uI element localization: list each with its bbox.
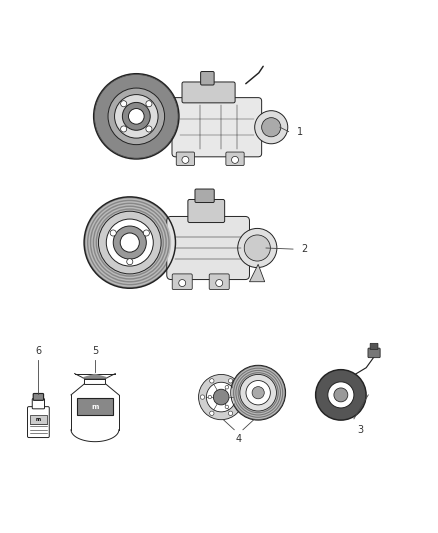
Circle shape [120, 233, 139, 252]
Circle shape [102, 82, 171, 151]
Circle shape [252, 386, 264, 399]
Circle shape [235, 370, 281, 416]
Circle shape [334, 388, 348, 402]
FancyBboxPatch shape [28, 407, 49, 438]
Circle shape [225, 405, 229, 409]
FancyBboxPatch shape [209, 274, 229, 289]
Circle shape [200, 395, 205, 399]
Circle shape [106, 219, 153, 266]
FancyBboxPatch shape [33, 393, 43, 400]
Circle shape [87, 200, 173, 285]
Circle shape [98, 78, 175, 155]
Circle shape [246, 381, 270, 405]
Circle shape [198, 375, 244, 419]
Circle shape [96, 76, 177, 156]
FancyBboxPatch shape [85, 378, 106, 384]
Polygon shape [71, 384, 119, 430]
Circle shape [231, 365, 286, 420]
Text: 2: 2 [302, 244, 308, 254]
Circle shape [90, 203, 170, 282]
Text: m: m [91, 404, 99, 410]
Circle shape [105, 85, 168, 148]
Circle shape [238, 395, 242, 399]
FancyBboxPatch shape [172, 98, 261, 157]
Text: 4: 4 [236, 434, 242, 444]
Circle shape [115, 94, 158, 138]
FancyBboxPatch shape [78, 398, 113, 415]
Circle shape [100, 80, 173, 153]
Polygon shape [71, 430, 119, 442]
Circle shape [233, 368, 283, 418]
Polygon shape [83, 375, 107, 378]
Circle shape [328, 382, 354, 408]
Circle shape [95, 75, 178, 158]
FancyBboxPatch shape [370, 343, 378, 350]
Text: 3: 3 [357, 425, 364, 435]
Circle shape [208, 395, 212, 399]
Circle shape [261, 118, 281, 137]
Circle shape [95, 208, 164, 277]
Circle shape [85, 198, 174, 287]
Circle shape [225, 385, 229, 389]
Circle shape [244, 235, 270, 261]
Circle shape [210, 378, 214, 383]
Circle shape [103, 83, 170, 149]
Circle shape [179, 279, 186, 287]
Polygon shape [250, 264, 265, 282]
FancyBboxPatch shape [32, 399, 45, 409]
Circle shape [237, 371, 280, 415]
Circle shape [210, 411, 214, 415]
Circle shape [122, 102, 150, 130]
Circle shape [228, 411, 233, 415]
Circle shape [232, 367, 284, 419]
FancyBboxPatch shape [368, 348, 380, 358]
FancyBboxPatch shape [176, 152, 194, 166]
FancyBboxPatch shape [201, 71, 214, 85]
Circle shape [206, 382, 236, 412]
Text: 6: 6 [35, 346, 42, 356]
Circle shape [110, 230, 116, 236]
Circle shape [127, 259, 133, 265]
Circle shape [254, 111, 288, 144]
Circle shape [99, 211, 161, 274]
Circle shape [88, 201, 171, 284]
Text: 1: 1 [297, 126, 304, 136]
Circle shape [146, 101, 152, 107]
Circle shape [120, 101, 127, 107]
Circle shape [234, 369, 282, 417]
FancyBboxPatch shape [30, 415, 47, 424]
Text: 5: 5 [92, 346, 98, 356]
Text: m: m [36, 417, 41, 422]
Circle shape [91, 204, 168, 281]
Circle shape [97, 210, 162, 276]
Circle shape [128, 109, 144, 124]
Circle shape [94, 207, 166, 278]
Circle shape [238, 229, 277, 268]
Circle shape [228, 378, 233, 383]
Circle shape [84, 197, 176, 288]
Circle shape [113, 226, 146, 259]
Circle shape [146, 126, 152, 132]
Circle shape [108, 88, 165, 144]
FancyBboxPatch shape [188, 199, 225, 223]
FancyBboxPatch shape [172, 274, 192, 289]
FancyBboxPatch shape [182, 82, 235, 103]
Circle shape [237, 372, 279, 413]
FancyBboxPatch shape [167, 216, 250, 279]
FancyBboxPatch shape [226, 152, 244, 166]
Circle shape [232, 156, 239, 163]
Circle shape [316, 370, 366, 420]
Circle shape [182, 156, 189, 163]
FancyBboxPatch shape [195, 189, 214, 203]
Circle shape [213, 389, 229, 405]
Circle shape [143, 230, 149, 236]
Circle shape [216, 279, 223, 287]
Circle shape [93, 206, 167, 280]
Circle shape [239, 373, 278, 412]
Circle shape [120, 126, 127, 132]
Circle shape [240, 375, 276, 411]
